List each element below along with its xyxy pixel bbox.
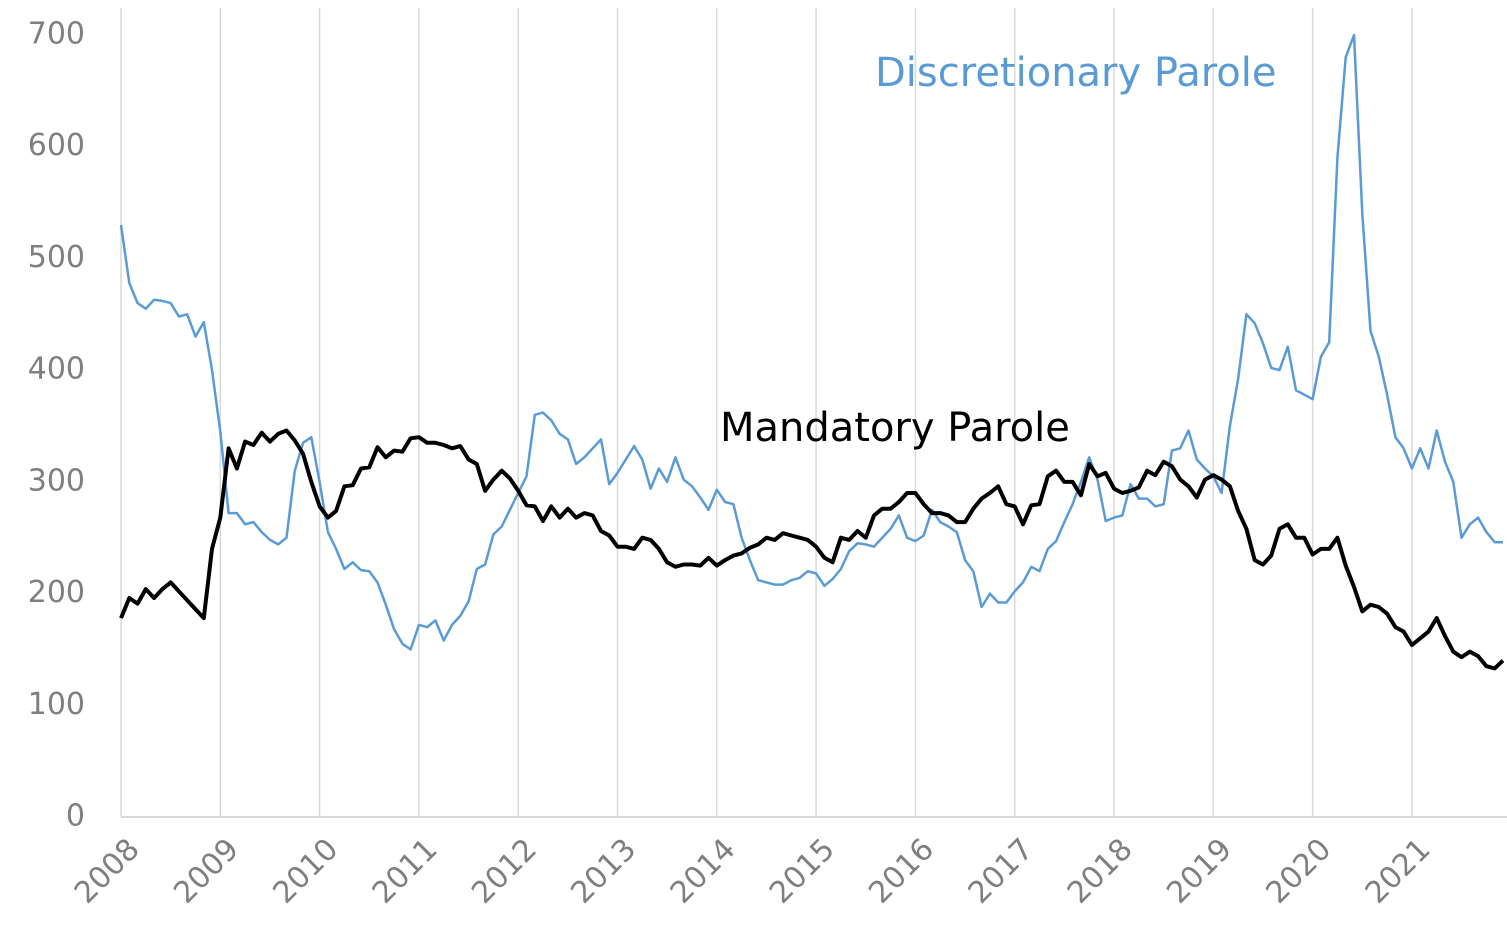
x-tick-label: 2010 <box>267 832 346 911</box>
y-tick-label: 600 <box>28 128 85 163</box>
y-tick-label: 500 <box>28 240 85 275</box>
line-series <box>119 428 1505 671</box>
series-label: Discretionary Parole <box>875 50 1276 96</box>
x-tick-label: 2018 <box>1061 832 1140 911</box>
y-tick-label: 200 <box>28 575 85 610</box>
x-tick-label: 2013 <box>564 832 643 911</box>
x-tick-label: 2019 <box>1160 832 1239 911</box>
series-label: Mandatory Parole <box>720 405 1070 451</box>
x-tick-label: 2012 <box>465 832 544 911</box>
y-tick-label: 700 <box>28 17 85 52</box>
x-tick-label: 2020 <box>1260 832 1339 911</box>
y-tick-label: 300 <box>28 463 85 498</box>
y-tick-label: 0 <box>66 799 85 834</box>
line-series <box>119 33 1503 651</box>
x-tick-label: 2016 <box>862 832 941 911</box>
x-tick-label: 2011 <box>366 832 445 911</box>
y-tick-label: 400 <box>28 352 85 387</box>
x-tick-label: 2021 <box>1359 832 1438 911</box>
x-tick-label: 2008 <box>68 832 147 911</box>
x-tick-label: 2014 <box>664 832 743 911</box>
x-tick-label: 2009 <box>167 832 246 911</box>
y-tick-label: 100 <box>28 687 85 722</box>
x-tick-label: 2015 <box>763 832 842 911</box>
x-tick-label: 2017 <box>962 832 1041 911</box>
